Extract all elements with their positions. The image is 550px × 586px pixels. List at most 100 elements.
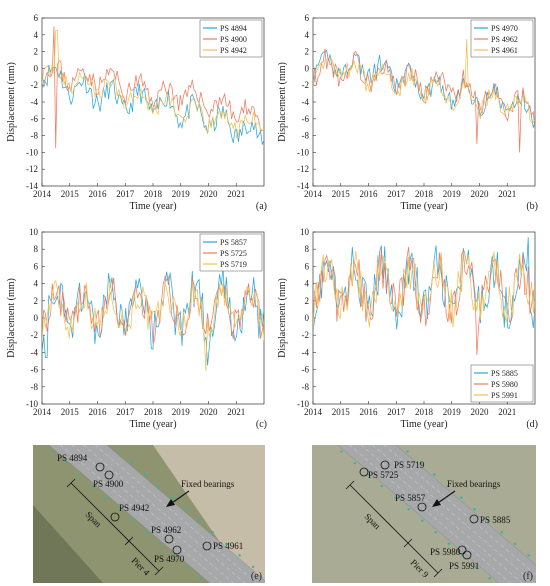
- x-tick-label: 2014: [33, 407, 52, 417]
- edge-marker: [157, 484, 161, 488]
- edge-marker: [434, 531, 437, 534]
- edge-marker: [473, 508, 476, 511]
- y-tick-label: -10: [297, 399, 309, 409]
- ps-point-marker: [164, 534, 174, 544]
- edge-marker: [433, 473, 436, 476]
- panel-c: -10 -8 -6 -4 -2 0 2 4 6 8 10 2014 2015 2016 2017 2018 20…: [6, 227, 267, 430]
- y-tick-label: -4: [302, 347, 310, 357]
- ps-point-label: PS 4894: [57, 453, 88, 463]
- edge-marker: [380, 484, 384, 488]
- y-tick-label: 0: [305, 313, 310, 323]
- edge-marker: [198, 519, 201, 522]
- edge-marker: [353, 461, 357, 465]
- ps-point-marker: [359, 467, 369, 477]
- edge-marker: [105, 496, 108, 499]
- legend: PS 5885 PS 5980 PS 5991: [470, 364, 534, 403]
- ps-point-label: PS 5857: [395, 493, 426, 503]
- lane-marking: [60, 445, 222, 583]
- legend-entry: PS 4962: [491, 35, 518, 44]
- dimension-tick: [403, 538, 413, 548]
- edge-marker: [406, 450, 409, 453]
- dimension-tick: [345, 480, 355, 490]
- x-tick-label: 2018: [415, 189, 434, 199]
- ps-point-label: PS 4942: [119, 503, 149, 513]
- x-tick-label: 2020: [200, 189, 219, 199]
- y-tick-label: 4: [305, 279, 310, 289]
- legend-entry: PS 5725: [220, 249, 247, 258]
- edge-marker: [527, 554, 530, 557]
- edge-marker: [488, 577, 491, 580]
- edge-marker: [132, 519, 135, 522]
- x-axis-label: Time (year): [129, 201, 176, 212]
- panel-label: (d): [526, 419, 538, 430]
- fixed-bearings-label: Fixed bearings: [181, 479, 235, 489]
- x-tick-label: 2018: [415, 407, 434, 417]
- edge-marker: [421, 519, 424, 522]
- x-axis-label: Time (year): [400, 419, 447, 430]
- y-tick-label: -10: [26, 147, 38, 157]
- x-tick-label: 2018: [144, 407, 163, 417]
- panel-d: -10 -8 -6 -4 -2 0 2 4 6 8 10 2014 2015 2016 2017 2018 20…: [277, 227, 538, 430]
- y-tick-label: -2: [31, 80, 39, 90]
- ps-point-marker: [172, 545, 182, 555]
- y-tick-label: -14: [297, 181, 309, 191]
- y-tick-label: -8: [302, 382, 310, 392]
- x-tick-label: 2017: [116, 189, 135, 199]
- x-tick-label: 2014: [304, 189, 323, 199]
- y-tick-label: -4: [31, 347, 39, 357]
- edge-marker: [78, 473, 81, 476]
- ps-point-label: PS 4970: [154, 554, 185, 564]
- x-tick-label: 2021: [227, 407, 245, 417]
- y-tick-label: 6: [34, 261, 39, 271]
- edge-marker: [184, 508, 187, 511]
- y-axis-label: Displacement (mm): [6, 62, 17, 142]
- y-tick-label: -6: [302, 114, 310, 124]
- span-dimension-line: [70, 482, 160, 572]
- x-axis-label: Time (year): [129, 419, 176, 430]
- x-tick-label: 2018: [144, 189, 163, 199]
- y-tick-label: 2: [34, 47, 39, 57]
- ps-point-label: PS 5991: [449, 561, 479, 571]
- x-tick-label: 2019: [443, 407, 462, 417]
- ps-point-label: PS 5885: [480, 515, 511, 525]
- y-tick-label: -4: [302, 97, 310, 107]
- legend-entry: PS 4894: [220, 24, 247, 33]
- ps-point-marker: [417, 502, 427, 512]
- edge-marker: [487, 519, 490, 522]
- edge-marker: [541, 566, 543, 568]
- y-axis-label: Displacement (mm): [277, 278, 288, 358]
- x-tick-label: 2021: [498, 189, 516, 199]
- legend-entry: PS 4900: [220, 35, 247, 44]
- y-tick-label: -6: [31, 365, 39, 375]
- legend-entry: PS 4942: [220, 46, 247, 55]
- edge-marker: [117, 450, 120, 453]
- field-area: [153, 445, 265, 583]
- y-axis-label: Displacement (mm): [277, 62, 288, 142]
- edge-marker: [199, 577, 202, 580]
- lane-marking: [372, 445, 535, 583]
- y-tick-label: 6: [305, 13, 310, 23]
- x-tick-label: 2020: [471, 189, 490, 199]
- y-tick-label: 4: [34, 279, 39, 289]
- x-tick-label: 2015: [332, 189, 351, 199]
- edge-marker: [394, 496, 397, 499]
- x-tick-label: 2017: [116, 407, 135, 417]
- ps-point-label: PS 5719: [394, 460, 425, 470]
- y-axis-label: Displacement (mm): [6, 278, 17, 358]
- lane-marking: [94, 445, 257, 583]
- x-tick-label: 2016: [89, 407, 108, 417]
- x-tick-label: 2015: [61, 407, 80, 417]
- series-line-ps-5725: [42, 275, 264, 344]
- bridge-deck: [48, 445, 265, 583]
- arrow-head: [166, 499, 175, 507]
- x-tick-label: 2020: [200, 407, 219, 417]
- series-line-ps-5857: [42, 267, 264, 366]
- ps-point-marker: [110, 512, 120, 522]
- y-tick-label: -6: [31, 114, 39, 124]
- y-tick-label: 8: [34, 244, 39, 254]
- series-line-ps-4961: [313, 38, 535, 124]
- y-tick-label: 6: [305, 261, 310, 271]
- edge-marker: [64, 461, 68, 465]
